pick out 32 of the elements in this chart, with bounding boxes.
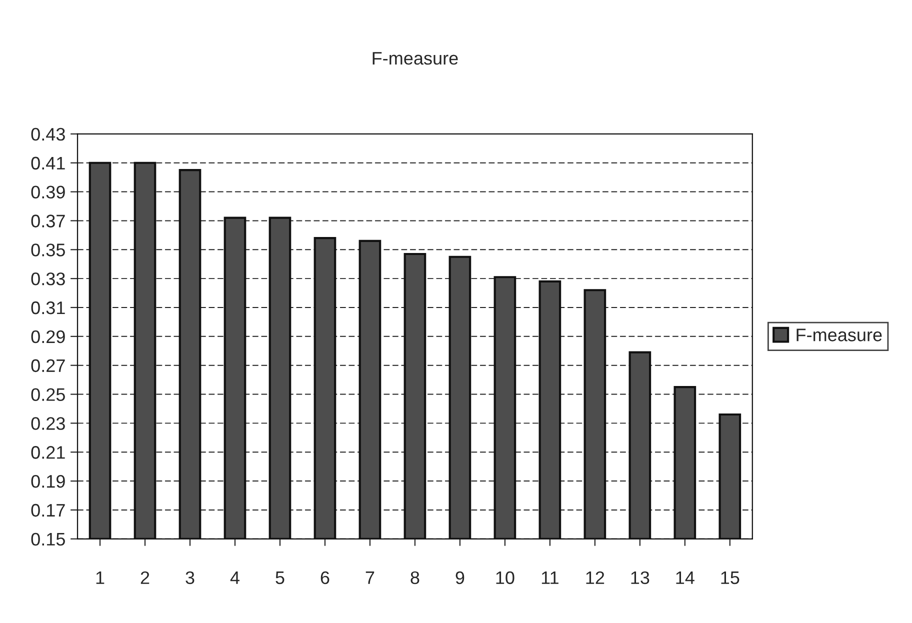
x-tick-label: 1 <box>96 572 104 584</box>
y-tick-label: 0.31 <box>31 301 65 314</box>
y-tick-label: 0.17 <box>31 504 65 517</box>
x-tick-label: 13 <box>631 571 650 584</box>
y-tick-label: 0.29 <box>31 330 65 344</box>
x-tick-label: 15 <box>721 572 740 584</box>
x-tick-label: 9 <box>456 571 464 584</box>
legend-label: F-measure <box>796 328 882 342</box>
y-tick-label: 0.25 <box>31 388 65 401</box>
x-tick-label: 7 <box>366 572 374 584</box>
x-tick-label: 4 <box>230 572 240 584</box>
y-tick-label: 0.15 <box>31 532 65 546</box>
x-tick-label: 10 <box>496 571 514 584</box>
y-tick-label: 0.35 <box>31 244 65 256</box>
x-tick-label: 2 <box>140 571 150 584</box>
x-tick-label: 14 <box>676 572 694 584</box>
x-tick-label: 8 <box>410 571 420 584</box>
y-tick-label: 0.43 <box>31 128 65 141</box>
y-tick-label: 0.19 <box>31 474 65 488</box>
x-tick-label: 11 <box>542 572 558 584</box>
x-tick-label: 6 <box>320 571 330 584</box>
y-tick-label: 0.41 <box>31 156 65 170</box>
y-tick-label: 0.39 <box>31 186 65 199</box>
chart-title: F-measure <box>372 52 458 65</box>
x-tick-label: 12 <box>586 571 604 584</box>
y-tick-label: 0.23 <box>31 417 65 430</box>
y-tick-label: 0.27 <box>31 359 65 372</box>
y-tick-label: 0.33 <box>31 272 65 286</box>
x-tick-label: 3 <box>186 571 194 584</box>
y-tick-label: 0.21 <box>31 446 65 459</box>
x-tick-label: 5 <box>276 572 284 584</box>
y-tick-label: 0.37 <box>31 214 65 228</box>
